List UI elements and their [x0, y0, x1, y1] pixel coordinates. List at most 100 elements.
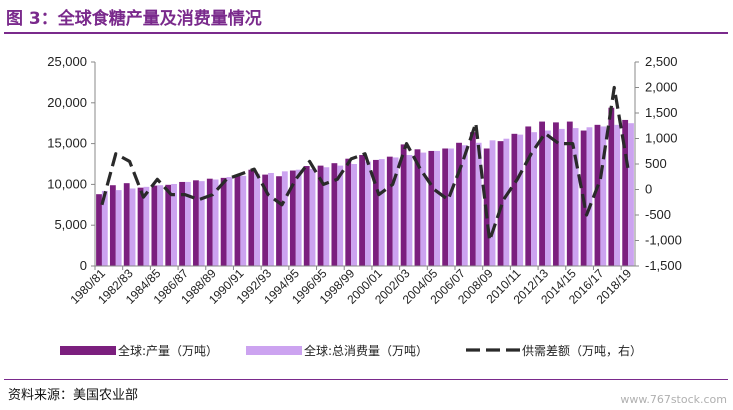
- bar-consumption: [365, 161, 371, 266]
- legend: 全球:产量（万吨） 全球:总消费量（万吨） 供需差额（万吨，右）: [60, 343, 642, 358]
- bar-production: [608, 107, 615, 266]
- bar-production: [594, 124, 601, 266]
- bar-production: [96, 194, 102, 266]
- bar-production: [428, 150, 435, 266]
- bar-consumption: [115, 190, 122, 266]
- bar-production: [359, 155, 365, 266]
- right-tick-label: 1,500: [645, 105, 678, 120]
- bar-production: [165, 184, 172, 266]
- balance-line: [100, 85, 630, 243]
- bar-consumption: [586, 127, 593, 266]
- bar-production: [248, 169, 255, 266]
- source-note: 资料来源：美国农业部: [8, 388, 139, 403]
- bar-consumption: [406, 155, 413, 266]
- right-tick-label: 2,000: [645, 80, 678, 95]
- bar-consumption: [295, 169, 302, 266]
- right-tick-label: 2,500: [645, 54, 678, 69]
- bar-consumption: [517, 134, 524, 266]
- balance-line-layer: [100, 85, 630, 243]
- chart-svg: 0 5,000 10,000 15,000 20,000 25,000 -1,500 -1,0…: [47, 54, 682, 358]
- legend-swatch-consumption: [246, 346, 302, 355]
- bar-production: [525, 126, 532, 267]
- bar-consumption: [157, 185, 164, 266]
- bar-consumption: [378, 159, 385, 266]
- bar-consumption: [461, 145, 468, 266]
- bar-consumption: [198, 181, 205, 266]
- footer-divider: [4, 379, 728, 380]
- right-tick-label: 0: [645, 182, 652, 197]
- bar-production: [206, 178, 213, 266]
- legend-swatch-production: [60, 346, 116, 355]
- bar-production: [220, 177, 227, 266]
- bar-consumption: [434, 150, 441, 266]
- bar-production: [373, 159, 379, 266]
- left-tick-label: 20,000: [47, 95, 87, 110]
- bar-production: [303, 166, 310, 266]
- bar-production: [262, 174, 269, 266]
- left-tick-label: 0: [80, 258, 87, 273]
- bar-production: [511, 133, 518, 266]
- bar-production: [553, 122, 559, 266]
- bar-consumption: [558, 128, 565, 266]
- right-tick-label: 1,000: [645, 131, 678, 146]
- bar-production: [469, 132, 476, 266]
- bar-production: [151, 185, 158, 266]
- right-tick-label: 500: [645, 156, 667, 171]
- bar-production: [539, 121, 545, 266]
- bar-production: [193, 180, 199, 266]
- bar-consumption: [226, 177, 233, 266]
- bar-production: [137, 187, 144, 266]
- bar-consumption: [212, 179, 219, 266]
- bar-production: [234, 174, 241, 266]
- chart-title: 图 3：全球食糖产量及消费量情况: [6, 9, 262, 29]
- bar-consumption: [614, 124, 621, 266]
- bar-consumption: [185, 181, 191, 266]
- bar-production: [289, 170, 296, 266]
- bar-consumption: [420, 152, 427, 266]
- bar-consumption: [531, 132, 537, 266]
- legend-label-consumption: 全球:总消费量（万吨）: [304, 343, 428, 358]
- bar-consumption: [392, 157, 399, 266]
- bar-production: [179, 181, 185, 266]
- bar-production: [331, 163, 338, 266]
- right-tick-label: -1,500: [645, 258, 682, 273]
- bar-production: [276, 176, 282, 266]
- bar-production: [566, 121, 573, 266]
- bar-consumption: [240, 175, 247, 266]
- right-tick-label: -1,000: [645, 233, 682, 248]
- bar-consumption: [101, 190, 108, 266]
- bars-layer: [96, 107, 634, 267]
- bar-consumption: [572, 128, 579, 266]
- left-tick-label: 10,000: [47, 176, 87, 191]
- bar-production: [123, 183, 130, 266]
- right-tick-label: -500: [645, 207, 671, 222]
- bar-consumption: [171, 183, 177, 266]
- bar-consumption: [448, 148, 454, 266]
- bar-consumption: [281, 171, 288, 266]
- bar-production: [317, 165, 324, 266]
- bar-consumption: [309, 168, 316, 266]
- bar-consumption: [503, 138, 510, 266]
- bar-consumption: [129, 188, 136, 266]
- left-tick-label: 25,000: [47, 54, 87, 69]
- title-divider: [4, 32, 728, 34]
- bar-production: [345, 158, 352, 266]
- bar-production: [109, 185, 116, 266]
- bar-production: [622, 119, 629, 266]
- bar-consumption: [475, 142, 482, 266]
- bar-consumption: [143, 186, 150, 266]
- bar-production: [400, 144, 407, 266]
- left-tick-label: 15,000: [47, 136, 87, 151]
- legend-label-balance: 供需差额（万吨，右）: [522, 343, 642, 358]
- bar-consumption: [545, 130, 551, 266]
- bar-consumption: [337, 165, 344, 266]
- bar-production: [456, 142, 462, 266]
- bar-production: [497, 141, 504, 266]
- bar-production: [414, 149, 421, 266]
- bar-consumption: [268, 172, 274, 266]
- bar-consumption: [254, 173, 261, 266]
- left-tick-label: 5,000: [54, 217, 87, 232]
- bar-consumption: [323, 167, 330, 266]
- bar-production: [386, 156, 393, 266]
- bar-consumption: [351, 164, 357, 266]
